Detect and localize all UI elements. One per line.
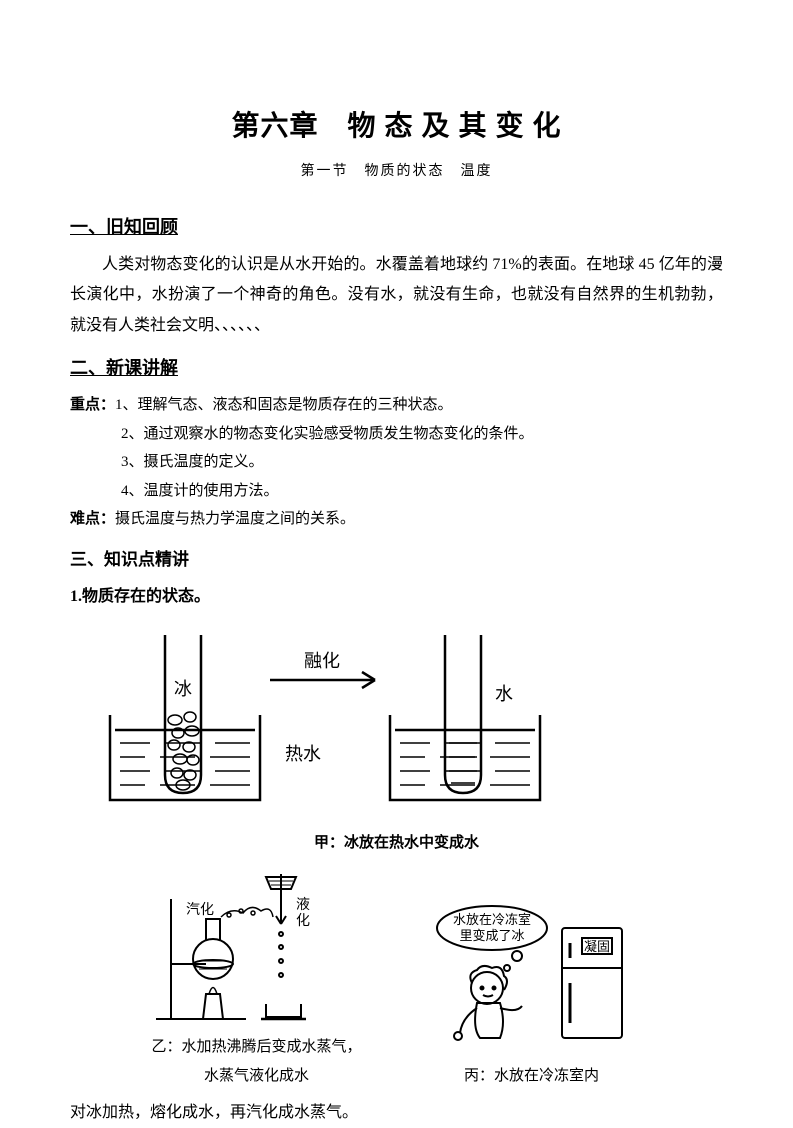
figure-melting: 冰 热水 融化 <box>70 625 723 858</box>
keypoint-item-2: 2、通过观察水的物态变化实验感受物质发生物态变化的条件。 <box>70 420 723 449</box>
label-melting: 融化 <box>304 651 340 671</box>
figure-freezing: 凝固 水放在 <box>422 898 642 1091</box>
section-1-heading: 一、旧知回顾 <box>70 210 723 244</box>
closing-paragraph: 对冰加热，熔化成水，再汽化成水蒸气。 <box>70 1098 723 1128</box>
label-water: 水 <box>495 684 513 704</box>
section-2-heading: 二、新课讲解 <box>70 351 723 385</box>
label-vaporize: 汽化 <box>186 902 214 918</box>
label-freeze: 凝固 <box>583 939 609 954</box>
figure-1-caption: 甲：冰放在热水中变成水 <box>70 829 723 858</box>
label-liquefy-group: 液 化 <box>296 897 310 929</box>
chapter-subtitle: 第一节 物质的状态 温度 <box>70 159 723 186</box>
keypoint-item-4: 4、温度计的使用方法。 <box>70 477 723 506</box>
section-3-heading: 三、知识点精讲 <box>70 544 723 576</box>
figure-row-2: 汽化 液 化 乙：水加热沸腾后变成水蒸气， 水蒸气液化成水 <box>70 869 723 1090</box>
boiling-diagram-svg: 汽化 液 化 <box>151 869 351 1029</box>
chapter-title: 第六章 物 态 及 其 变 化 <box>70 100 723 153</box>
svg-text:液: 液 <box>296 897 310 913</box>
difficulty-text: 摄氏温度与热力学温度之间的关系。 <box>115 511 355 527</box>
difficulty-label: 难点： <box>70 511 115 527</box>
freezing-diagram-svg: 凝固 水放在 <box>422 898 642 1058</box>
keypoint-item-1: 1、理解气态、液态和固态是物质存在的三种状态。 <box>115 397 453 413</box>
figure-boiling: 汽化 液 化 乙：水加热沸腾后变成水蒸气， 水蒸气液化成水 <box>151 869 361 1090</box>
figure-2b-caption: 乙：水加热沸腾后变成水蒸气， 水蒸气液化成水 <box>151 1033 361 1090</box>
keypoint-line-1: 重点：1、理解气态、液态和固态是物质存在的三种状态。 <box>70 391 723 420</box>
keypoint-item-3: 3、摄氏温度的定义。 <box>70 448 723 477</box>
svg-text:水放在冷冻室: 水放在冷冻室 <box>452 912 530 927</box>
label-ice: 冰 <box>174 679 192 699</box>
label-hotwater: 热水 <box>285 744 321 764</box>
section-1-paragraph: 人类对物态变化的认识是从水开始的。水覆盖着地球约 71%的表面。在地球 45 亿… <box>70 250 723 341</box>
figure-2c-caption: 丙：水放在冷冻室内 <box>422 1062 642 1091</box>
svg-text:里变成了冰: 里变成了冰 <box>459 928 524 943</box>
difficulty-line: 难点：摄氏温度与热力学温度之间的关系。 <box>70 505 723 534</box>
section-3-sub1: 1.物质存在的状态。 <box>70 582 723 612</box>
svg-text:化: 化 <box>296 913 310 929</box>
melting-diagram-svg: 冰 热水 融化 <box>70 625 570 825</box>
keypoint-label: 重点： <box>70 397 115 413</box>
